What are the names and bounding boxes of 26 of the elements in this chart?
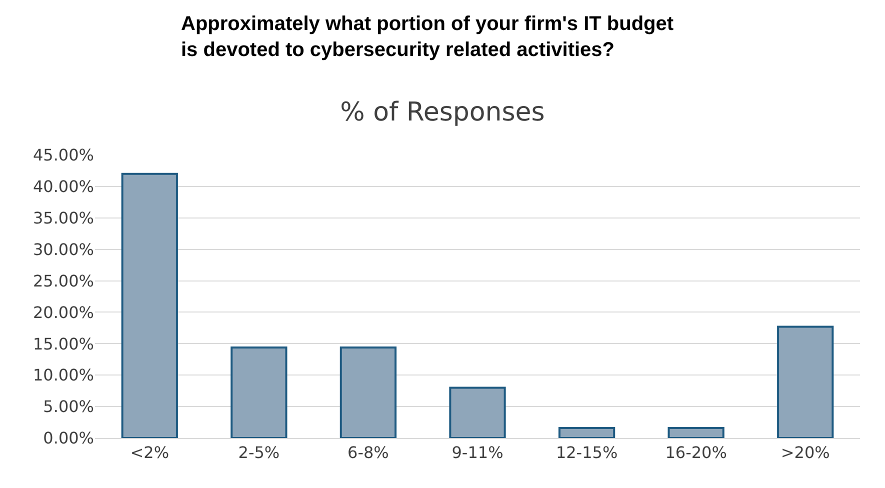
x-tick-label: 12-15% xyxy=(556,443,618,462)
x-tick-label: 2-5% xyxy=(238,443,280,462)
bar xyxy=(121,172,178,438)
bar xyxy=(558,426,616,438)
y-tick-label: 25.00% xyxy=(32,271,94,290)
bar xyxy=(668,426,724,438)
chart-title: Approximately what portion of your firm's IT budget is devoted to cybersecurity related activities? xyxy=(181,13,674,61)
x-tick-label: >20% xyxy=(780,443,830,462)
x-tick-label: 6-8% xyxy=(348,443,389,462)
y-tick-label: 0.00% xyxy=(43,428,94,448)
y-tick-label: 45.00% xyxy=(32,146,94,165)
y-tick-label: 20.00% xyxy=(32,302,94,322)
y-tick-label: 10.00% xyxy=(32,366,94,385)
chart-subtitle: % of Responses xyxy=(340,98,545,128)
x-tick-label: 9-11% xyxy=(452,443,504,462)
y-tick-label: 30.00% xyxy=(32,240,94,259)
x-tick-label: <2% xyxy=(130,443,170,462)
y-tick-label: 35.00% xyxy=(32,208,94,228)
bar xyxy=(449,386,506,438)
y-tick-label: 15.00% xyxy=(32,334,94,354)
bar xyxy=(777,326,834,438)
y-tick-label: 5.00% xyxy=(43,397,94,416)
bar xyxy=(230,346,288,438)
x-tick-label: 16-20% xyxy=(665,443,727,462)
y-tick-label: 40.00% xyxy=(32,177,94,196)
bar xyxy=(340,346,397,438)
